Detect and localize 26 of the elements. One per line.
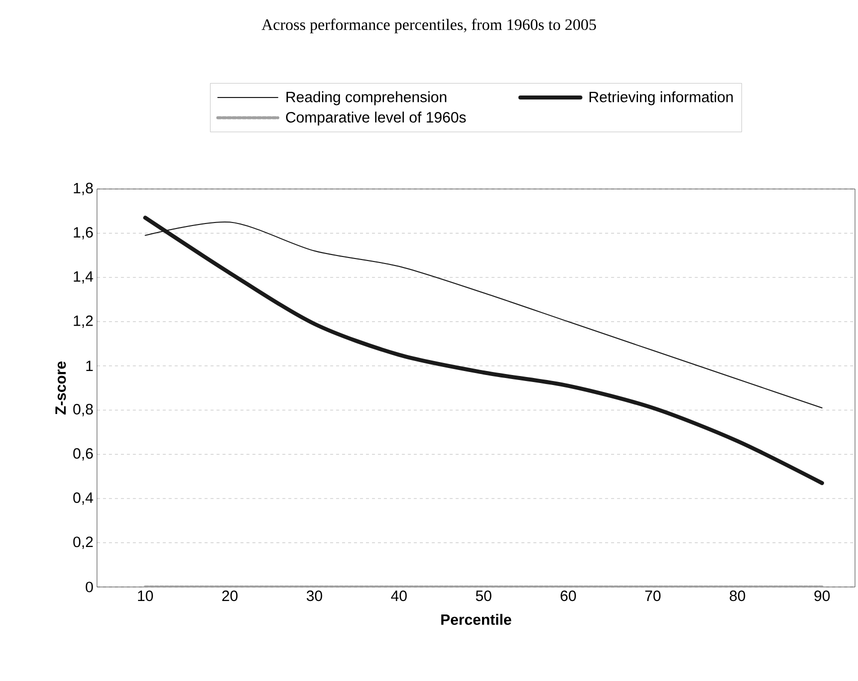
y-axis-title: Z-score bbox=[55, 362, 66, 415]
x-tick-label: 20 bbox=[222, 590, 238, 602]
line-series bbox=[143, 216, 824, 486]
legend-label: Comparative level of 1960s bbox=[286, 112, 466, 126]
x-tick-label: 50 bbox=[476, 590, 492, 602]
x-axis-title: Percentile bbox=[441, 614, 512, 625]
x-tick-label: 80 bbox=[730, 590, 746, 602]
y-tick-label: 1,6 bbox=[74, 227, 93, 240]
x-tick-label: 10 bbox=[138, 590, 153, 602]
x-tick-label: 30 bbox=[306, 590, 322, 602]
chart-title: Across performance percentiles, from 1960s to 2005 bbox=[262, 18, 596, 34]
y-tick-label: 0 bbox=[86, 582, 93, 592]
y-tick-label: 0,4 bbox=[73, 492, 94, 505]
y-tick-label: 0,2 bbox=[73, 536, 93, 549]
y-tick-label: 1,4 bbox=[74, 271, 94, 284]
y-tick-label: 0,6 bbox=[73, 448, 93, 460]
y-tick-label: 1,2 bbox=[74, 315, 93, 328]
legend-label: Reading comprehension bbox=[286, 91, 446, 106]
legend-label: Retrieving information bbox=[590, 91, 733, 106]
y-tick-label: 1 bbox=[86, 360, 93, 372]
y-tick-label: 1,8 bbox=[74, 182, 93, 196]
x-tick-label: 40 bbox=[391, 590, 407, 602]
x-tick-label: 90 bbox=[814, 590, 830, 602]
x-tick-label: 60 bbox=[560, 590, 576, 602]
x-tick-label: 70 bbox=[645, 590, 661, 602]
y-tick-label: 0,8 bbox=[73, 404, 93, 416]
